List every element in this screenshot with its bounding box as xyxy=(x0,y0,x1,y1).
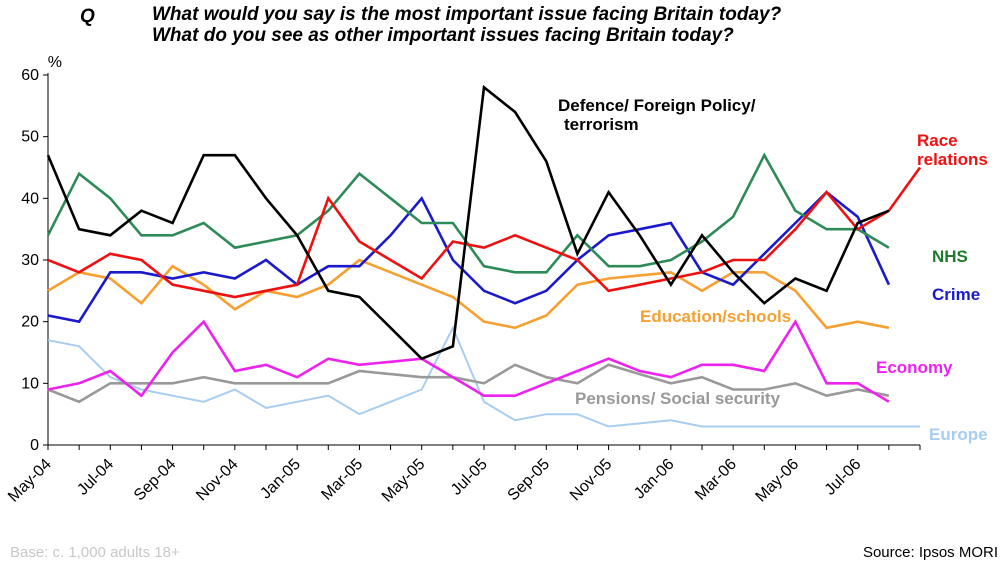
series-label-defence: Defence/ Foreign Policy/ xyxy=(558,96,756,115)
chart-series-lines xyxy=(46,84,922,428)
base-note: Base: c. 1,000 adults 18+ xyxy=(10,544,180,561)
series-label-race: relations xyxy=(917,150,988,169)
x-tick-label: Mar-06 xyxy=(692,456,740,504)
y-axis-unit-label: % xyxy=(48,54,62,71)
series-line-defence xyxy=(46,84,890,361)
series-line-pensions xyxy=(47,363,890,404)
title-line-1: What would you say is the most important… xyxy=(152,4,782,25)
series-label-defence: terrorism xyxy=(564,115,639,134)
series-label-race: Race xyxy=(917,131,958,150)
x-tick-label: Jan-05 xyxy=(257,456,304,503)
y-tick-label: 50 xyxy=(21,129,39,146)
chart-title: What would you say is the most important… xyxy=(152,4,781,46)
y-tick-label: 60 xyxy=(21,67,39,84)
series-label-economy: Economy xyxy=(876,358,953,377)
x-tick-label: May-04 xyxy=(5,456,55,506)
x-tick-label: May-05 xyxy=(379,456,429,506)
y-tick-label: 20 xyxy=(21,314,39,331)
chart-series-labels: Defence/ Foreign Policy/terrorism Racerel… xyxy=(558,96,988,444)
series-line-economy xyxy=(47,319,890,403)
question-marker: Q xyxy=(80,6,95,27)
series-label-nhs: NHS xyxy=(932,247,968,266)
x-tick-label: Jul-05 xyxy=(448,456,491,499)
series-label-crime: Crime xyxy=(932,285,980,304)
x-tick-label: Jul-06 xyxy=(822,456,865,499)
series-label-europe: Europe xyxy=(929,425,988,444)
source-note: Source: Ipsos MORI xyxy=(862,544,998,561)
x-tick-label: Mar-05 xyxy=(318,456,366,504)
series-line-race xyxy=(47,166,922,299)
x-tick-label: May-06 xyxy=(753,456,803,506)
y-tick-label: 10 xyxy=(21,375,39,392)
y-tick-label: 30 xyxy=(21,252,39,269)
chart-axes: 0 10 20 30 40 50 60% May-04 Jul-04 Sep-04 Nov-04 Ja… xyxy=(5,54,921,506)
x-tick-label: Jul-04 xyxy=(74,456,117,499)
series-line-europe xyxy=(47,325,920,428)
x-tick-label: Nov-04 xyxy=(193,456,242,505)
x-tick-label: Nov-05 xyxy=(567,456,616,505)
series-line-crime xyxy=(47,190,891,324)
x-tick-label: Sep-05 xyxy=(505,456,554,505)
title-line-2: What do you see as other important issue… xyxy=(152,25,734,46)
series-label-pensions: Pensions/ Social security xyxy=(575,389,781,408)
y-tick-label: 40 xyxy=(21,190,39,207)
series-label-education: Education/schools xyxy=(640,307,791,326)
x-tick-label: Jan-06 xyxy=(631,456,678,503)
y-tick-label: 0 xyxy=(30,437,39,454)
x-tick-label: Sep-04 xyxy=(131,456,180,505)
